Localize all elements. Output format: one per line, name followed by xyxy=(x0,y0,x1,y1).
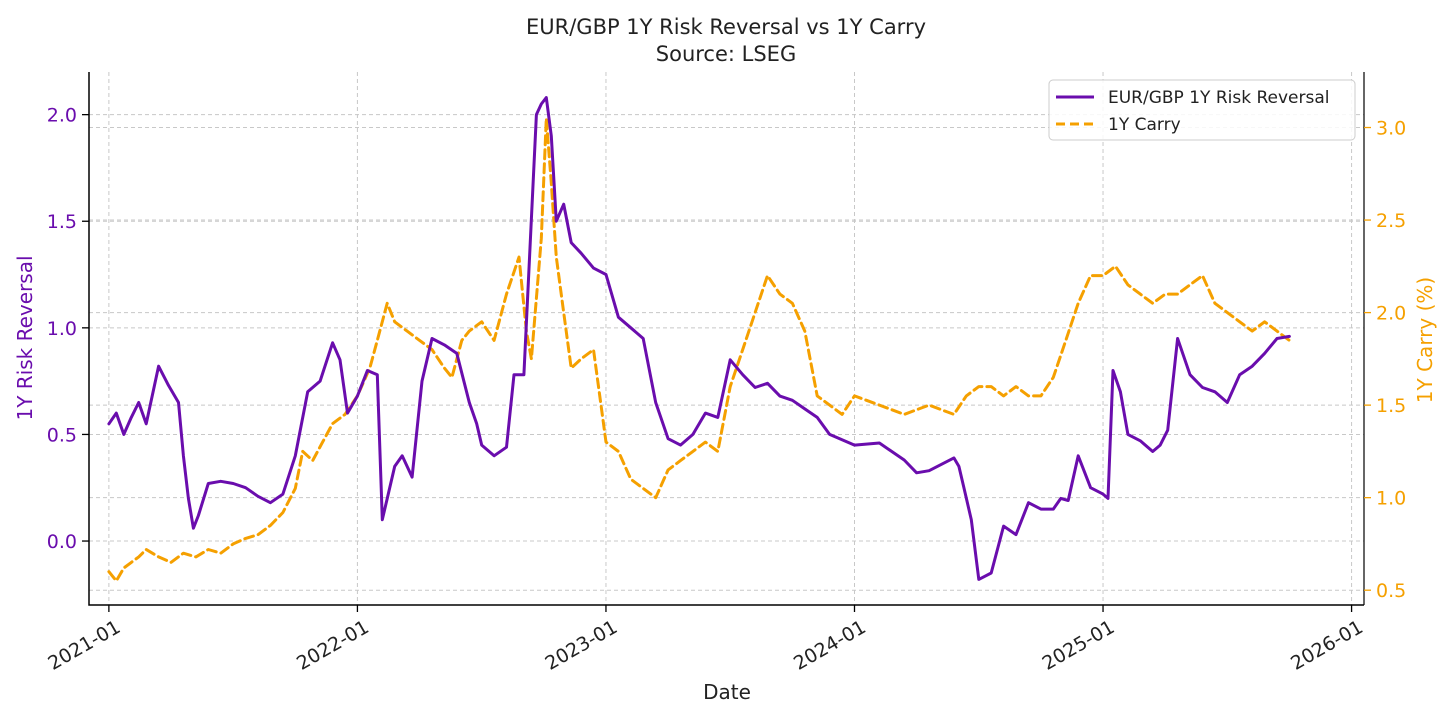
y-left-tick-label: 2.0 xyxy=(47,105,77,127)
x-tick-label: 2022-01 xyxy=(293,616,373,675)
y-left-tick-label: 0.5 xyxy=(47,424,77,446)
legend: EUR/GBP 1Y Risk Reversal 1Y Carry xyxy=(1048,79,1356,141)
x-tick-label: 2026-01 xyxy=(1287,616,1367,675)
x-axis-label: Date xyxy=(703,680,751,704)
y-left-axis-ticks: 0.0 0.5 1.0 1.5 2.0 xyxy=(47,105,89,553)
y-right-tick-label: 2.0 xyxy=(1376,303,1406,325)
chart-subtitle: Source: LSEG xyxy=(656,42,796,66)
y-left-tick-label: 1.5 xyxy=(47,211,77,233)
legend-label-carry: 1Y Carry xyxy=(1108,115,1181,135)
x-tick-label: 2023-01 xyxy=(542,616,622,675)
x-tick-label: 2025-01 xyxy=(1039,616,1119,675)
x-tick-label: 2024-01 xyxy=(790,616,870,675)
y-right-tick-label: 1.5 xyxy=(1376,395,1406,417)
y-right-tick-label: 3.0 xyxy=(1376,118,1406,140)
y-right-tick-label: 2.5 xyxy=(1376,210,1406,232)
series-layer xyxy=(107,96,1291,583)
legend-label-risk-reversal: EUR/GBP 1Y Risk Reversal xyxy=(1108,88,1329,108)
y-right-tick-label: 0.5 xyxy=(1376,580,1406,602)
x-tick-label: 2021-01 xyxy=(44,616,124,675)
series-line-carry xyxy=(107,116,1291,583)
x-axis-ticks: 2021-01 2022-01 2023-01 2024-01 2025-01 2026-… xyxy=(44,605,1367,675)
axes-frame xyxy=(88,72,1364,606)
y-right-tick-label: 1.0 xyxy=(1376,488,1406,510)
chart-title: EUR/GBP 1Y Risk Reversal vs 1Y Carry xyxy=(526,15,926,39)
legend-box xyxy=(1048,79,1356,141)
grid-lines xyxy=(89,72,1364,605)
y-right-axis-ticks: 0.5 1.0 1.5 2.0 2.5 3.0 xyxy=(1364,118,1406,602)
y-left-tick-label: 1.0 xyxy=(47,318,77,340)
y-right-axis-label: 1Y Carry (%) xyxy=(1413,277,1437,403)
series-line-risk-reversal xyxy=(107,96,1291,581)
y-left-tick-label: 0.0 xyxy=(47,531,77,553)
y-left-axis-label: 1Y Risk Reversal xyxy=(13,255,37,420)
